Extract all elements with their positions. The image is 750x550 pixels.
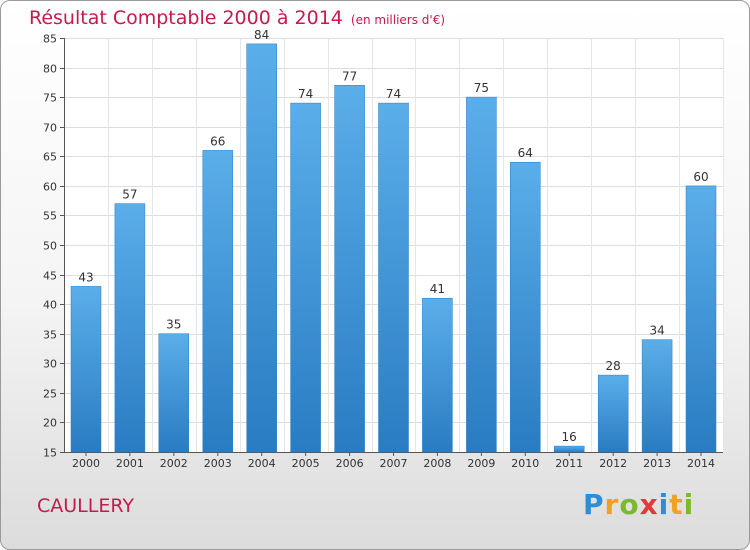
data-label: 77 bbox=[342, 69, 357, 83]
x-tick-labels: 2000 2001 2002 2003 2004 2005 2006 2007 2008 2009… bbox=[72, 457, 715, 470]
data-label: 75 bbox=[474, 81, 489, 95]
x-tick-label: 2010 bbox=[511, 457, 539, 470]
y-tick-labels: 15 20 25 30 35 40 45 50 55 60 65 70 75 80 85 bbox=[43, 33, 57, 460]
bar bbox=[246, 43, 277, 453]
y-tick-label: 35 bbox=[43, 329, 57, 342]
logo-letter: r bbox=[604, 488, 620, 521]
bar bbox=[378, 102, 409, 453]
x-tick-label: 2006 bbox=[336, 457, 364, 470]
y-tick-label: 30 bbox=[43, 358, 57, 371]
logo-letter: i bbox=[658, 488, 670, 521]
x-tick-label: 2005 bbox=[292, 457, 320, 470]
y-tick-label: 70 bbox=[43, 122, 57, 135]
data-label: 41 bbox=[430, 282, 445, 296]
data-label: 16 bbox=[562, 430, 577, 444]
y-tick-label: 75 bbox=[43, 92, 57, 105]
data-label: 84 bbox=[254, 28, 269, 42]
bar bbox=[114, 203, 146, 453]
data-label: 64 bbox=[518, 146, 533, 160]
bar bbox=[422, 297, 453, 453]
bar bbox=[685, 185, 717, 453]
x-tick-label: 2012 bbox=[599, 457, 627, 470]
commune-name: CAULLERY bbox=[37, 495, 134, 517]
bar bbox=[158, 333, 190, 453]
logo-letter: t bbox=[669, 488, 684, 521]
bar bbox=[597, 374, 629, 453]
data-label: 74 bbox=[386, 87, 401, 101]
bar bbox=[334, 85, 365, 453]
x-tick-label: 2011 bbox=[555, 457, 583, 470]
x-tick-label: 2000 bbox=[72, 457, 100, 470]
data-label: 34 bbox=[649, 324, 664, 338]
bar bbox=[70, 286, 102, 453]
data-label: 35 bbox=[166, 318, 181, 332]
x-tick-label: 2008 bbox=[423, 457, 451, 470]
data-label: 74 bbox=[298, 87, 313, 101]
y-tick-label: 60 bbox=[43, 181, 57, 194]
logo-letter: P bbox=[583, 488, 605, 521]
bar bbox=[553, 445, 585, 453]
logo-letter: o bbox=[619, 488, 640, 521]
x-tick-label: 2014 bbox=[687, 457, 715, 470]
data-labels: 43 57 35 66 84 74 77 74 41 75 64 16 28 34 60 bbox=[78, 28, 708, 444]
x-tick-label: 2002 bbox=[160, 457, 188, 470]
bars bbox=[70, 43, 717, 453]
proxiti-logo[interactable]: Proxiti bbox=[583, 488, 694, 521]
chart-unit: (en milliers d'€) bbox=[350, 13, 446, 27]
x-tick-label: 2001 bbox=[116, 457, 144, 470]
x-tick-label: 2004 bbox=[248, 457, 276, 470]
data-label: 43 bbox=[78, 270, 93, 284]
y-tick-label: 25 bbox=[43, 388, 57, 401]
y-tick-label: 20 bbox=[43, 417, 57, 430]
x-tick-label: 2013 bbox=[643, 457, 671, 470]
y-tick-label: 55 bbox=[43, 210, 57, 223]
bar bbox=[202, 150, 234, 453]
logo-letter: i bbox=[683, 488, 695, 521]
chart-title-text: Résultat Comptable 2000 à 2014 bbox=[29, 7, 343, 29]
y-tick-label: 80 bbox=[43, 63, 57, 76]
x-tick-label: 2009 bbox=[467, 457, 495, 470]
y-tick-label: 40 bbox=[43, 299, 57, 312]
y-tick-label: 50 bbox=[43, 240, 57, 253]
data-label: 57 bbox=[122, 188, 137, 202]
y-tick-label: 65 bbox=[43, 151, 57, 164]
y-tick-label: 45 bbox=[43, 270, 57, 283]
chart-title: Résultat Comptable 2000 à 2014 (en millie… bbox=[29, 7, 445, 29]
bar bbox=[641, 339, 673, 453]
logo-letter: x bbox=[639, 488, 659, 521]
data-label: 60 bbox=[693, 170, 708, 184]
bar bbox=[290, 102, 321, 453]
x-tick-label: 2007 bbox=[380, 457, 408, 470]
bar bbox=[466, 96, 497, 453]
y-tick-label: 85 bbox=[43, 33, 57, 46]
axes bbox=[60, 38, 723, 456]
x-tick-label: 2003 bbox=[204, 457, 232, 470]
y-tick-label: 15 bbox=[43, 447, 57, 460]
data-label: 28 bbox=[606, 359, 621, 373]
data-label: 66 bbox=[210, 134, 225, 148]
bar bbox=[510, 161, 541, 453]
